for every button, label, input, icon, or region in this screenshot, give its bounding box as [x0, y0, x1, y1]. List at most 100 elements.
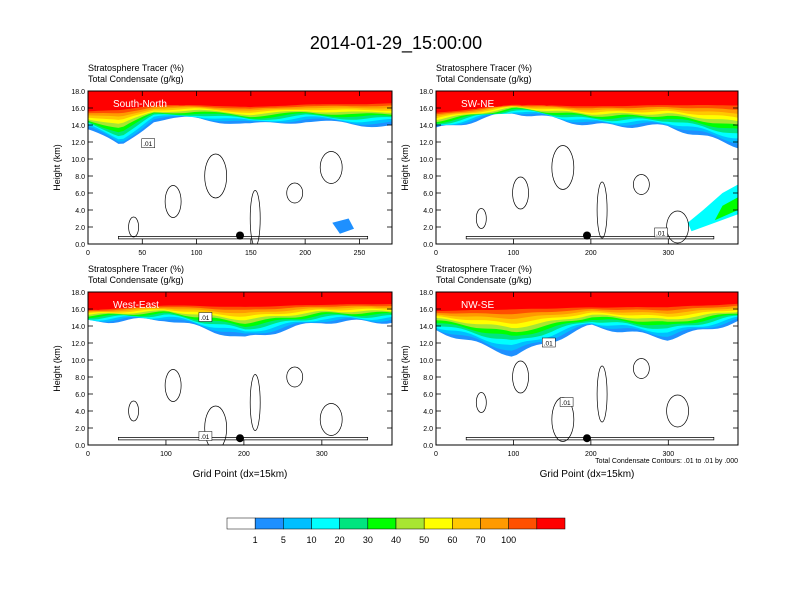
location-marker — [236, 231, 244, 240]
condensate-contour — [249, 374, 261, 431]
tracer-patch — [332, 218, 354, 234]
y-tick-label: 0.0 — [75, 443, 85, 450]
y-tick-label: 16.0 — [419, 106, 433, 113]
x-tick-label: 200 — [585, 451, 597, 458]
contour-label-box — [141, 138, 155, 148]
panel-header-condensate: Total Condensate (g/kg) — [88, 275, 184, 285]
x-tick-label: 300 — [662, 250, 674, 257]
x-tick-label: 0 — [86, 451, 90, 458]
panel-header-tracer: Stratosphere Tracer (%) — [88, 264, 184, 274]
y-axis-label: Height (km) — [52, 144, 62, 191]
x-tick-label: 150 — [245, 250, 257, 257]
contour-label: .01 — [200, 315, 209, 322]
y-tick-label: 8.0 — [75, 174, 85, 181]
condensate-contour-surface — [118, 437, 369, 441]
panel-west-east: Stratosphere Tracer (%)Total Condensate … — [52, 264, 393, 480]
colorbar-label: 10 — [306, 535, 316, 545]
plot-area: .01 SW-NE — [436, 91, 738, 244]
colorbar-swatch — [480, 517, 509, 530]
plot-frame — [87, 291, 393, 446]
y-tick-label: 8.0 — [423, 375, 433, 382]
condensate-contour — [666, 210, 689, 244]
condensate-contour — [551, 145, 575, 190]
x-tick-label: 100 — [508, 250, 520, 257]
panel-header-tracer: Stratosphere Tracer (%) — [88, 63, 184, 73]
y-tick-label: 12.0 — [71, 341, 85, 348]
location-marker — [583, 231, 591, 240]
colorbar-swatch — [395, 517, 425, 530]
y-tick-label: 0.0 — [423, 443, 433, 450]
plot-frame — [435, 90, 739, 245]
x-tick-label: 0 — [434, 250, 438, 257]
y-tick-label: 4.0 — [75, 208, 85, 215]
tracer-band-top — [88, 91, 392, 110]
condensate-contour — [512, 360, 529, 394]
condensate-contour — [319, 403, 343, 436]
colorbar-label: 50 — [419, 535, 429, 545]
condensate-contour — [128, 400, 139, 422]
contour-label: .01 — [143, 141, 152, 148]
colorbar-label: 20 — [335, 535, 345, 545]
colorbar-swatch — [367, 517, 397, 530]
panel-header-tracer: Stratosphere Tracer (%) — [436, 63, 532, 73]
y-tick-label: 2.0 — [423, 225, 433, 232]
y-tick-label: 18.0 — [419, 89, 433, 96]
contour-label-box — [542, 337, 556, 348]
y-tick-label: 14.0 — [71, 324, 85, 331]
condensate-contour — [596, 181, 608, 239]
colorbar-label: 30 — [363, 535, 373, 545]
colorbar-swatch — [283, 517, 312, 530]
plot-area: .01 .01 West-East — [88, 292, 392, 445]
x-tick-label: 200 — [585, 250, 597, 257]
colorbar-swatch — [339, 517, 369, 530]
plot-area: .01 South-North — [88, 91, 392, 244]
y-tick-label: 4.0 — [75, 409, 85, 416]
y-tick-label: 16.0 — [419, 307, 433, 314]
contour-label: .01 — [200, 434, 209, 441]
condensate-contour-surface — [118, 236, 369, 240]
tracer-plume-core — [714, 197, 738, 221]
y-tick-label: 16.0 — [71, 307, 85, 314]
condensate-contour — [249, 190, 261, 244]
condensate-contour — [128, 216, 139, 238]
panel-south-north: Stratosphere Tracer (%)Total Condensate … — [52, 63, 393, 257]
y-tick-label: 6.0 — [423, 392, 433, 399]
y-tick-label: 14.0 — [419, 324, 433, 331]
y-tick-label: 0.0 — [75, 242, 85, 249]
y-tick-label: 2.0 — [75, 225, 85, 232]
tracer-band-top — [436, 91, 738, 112]
condensate-contour — [633, 358, 650, 379]
panel-label: SW-NE — [461, 99, 494, 110]
condensate-contour — [319, 151, 343, 184]
colorbar-swatch — [508, 517, 538, 530]
colorbar-swatch — [452, 517, 481, 530]
condensate-contour — [204, 405, 228, 445]
plot-area: .01 .01 NW-SE — [436, 292, 738, 445]
x-tick-label: 200 — [238, 451, 250, 458]
x-tick-label: 0 — [86, 250, 90, 257]
x-tick-label: 300 — [316, 451, 328, 458]
contour-label-box — [559, 397, 574, 407]
contour-label-box — [198, 312, 213, 322]
colorbar-swatch — [536, 517, 566, 530]
x-tick-label: 0 — [434, 451, 438, 458]
condensate-contour — [475, 392, 487, 413]
condensate-contour — [164, 185, 182, 218]
colorbar-swatch — [226, 517, 256, 530]
y-tick-label: 2.0 — [423, 426, 433, 433]
y-axis-label: Height (km) — [400, 345, 410, 392]
location-marker — [583, 434, 591, 443]
y-tick-label: 12.0 — [71, 140, 85, 147]
y-tick-label: 14.0 — [71, 123, 85, 130]
condensate-contour — [512, 176, 529, 210]
y-tick-label: 16.0 — [71, 106, 85, 113]
x-tick-label: 100 — [191, 250, 203, 257]
y-tick-label: 18.0 — [419, 290, 433, 297]
y-tick-label: 6.0 — [75, 392, 85, 399]
panel-header-condensate: Total Condensate (g/kg) — [88, 74, 184, 84]
condensate-contour — [596, 365, 608, 423]
x-tick-label: 50 — [138, 250, 146, 257]
condensate-contour — [475, 208, 487, 229]
colorbar-label: 1 — [253, 535, 258, 545]
panel-nw-se: Stratosphere Tracer (%)Total Condensate … — [400, 264, 739, 480]
